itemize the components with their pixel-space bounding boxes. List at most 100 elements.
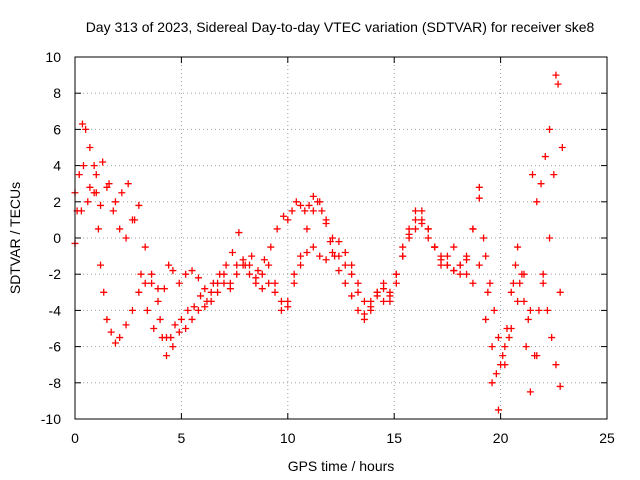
data-point <box>280 212 288 220</box>
data-point <box>552 361 560 369</box>
data-point <box>490 306 498 314</box>
data-point <box>326 238 334 246</box>
data-point <box>160 285 168 293</box>
data-point <box>373 288 381 296</box>
data-point <box>507 325 515 332</box>
data-point <box>122 234 130 242</box>
data-point <box>131 216 139 224</box>
data-point <box>86 183 94 191</box>
data-point <box>488 343 496 351</box>
data-point <box>154 297 162 305</box>
data-point <box>537 180 545 188</box>
y-tick-label: 4 <box>53 158 61 174</box>
data-point <box>90 162 98 170</box>
data-point <box>341 279 349 287</box>
data-point <box>431 243 439 251</box>
data-point <box>92 171 100 179</box>
data-point <box>111 198 119 206</box>
data-point <box>494 334 502 342</box>
data-point <box>245 270 253 278</box>
data-point <box>535 306 543 314</box>
data-point <box>546 234 554 242</box>
data-point <box>277 306 285 314</box>
data-point <box>220 270 228 278</box>
data-point <box>233 261 241 269</box>
data-point <box>475 261 483 269</box>
data-point <box>463 270 471 278</box>
data-point <box>103 183 111 191</box>
data-point <box>303 248 311 256</box>
data-point <box>107 328 115 336</box>
data-point <box>184 306 192 314</box>
x-axis-label: GPS time / hours <box>288 458 395 474</box>
data-point <box>348 292 356 300</box>
data-point <box>554 80 562 88</box>
data-point <box>541 153 549 161</box>
data-point <box>148 270 156 278</box>
data-point <box>505 334 513 342</box>
data-point <box>228 248 236 256</box>
grid <box>75 57 607 419</box>
data-point <box>411 216 419 224</box>
data-point <box>80 162 88 170</box>
data-point <box>556 382 564 390</box>
data-point <box>322 216 330 224</box>
data-point <box>482 315 490 323</box>
data-point <box>507 288 515 296</box>
y-axis-label: SDTVAR / TECUs <box>7 182 23 294</box>
data-point <box>492 370 500 378</box>
data-point <box>105 180 113 188</box>
data-point <box>207 297 215 305</box>
data-point <box>405 234 413 242</box>
data-point <box>169 343 177 351</box>
data-point <box>533 352 541 360</box>
data-point <box>526 306 534 314</box>
y-tick-label: -2 <box>49 266 62 282</box>
data-point <box>309 192 317 200</box>
plot-frame <box>74 56 608 420</box>
data-point <box>522 343 530 351</box>
data-point <box>305 201 313 209</box>
data-point <box>163 352 171 360</box>
data-point <box>469 279 477 287</box>
data-point <box>222 261 230 269</box>
data-point <box>488 379 496 387</box>
data-point <box>258 285 266 293</box>
data-point <box>335 267 343 275</box>
data-point <box>303 225 311 233</box>
data-point <box>341 248 349 256</box>
y-tick-label: -8 <box>49 375 62 391</box>
data-point <box>520 270 528 278</box>
data-point <box>443 261 451 269</box>
data-point <box>360 297 368 305</box>
data-point <box>154 285 162 293</box>
data-point <box>248 252 256 260</box>
y-tick-label: -4 <box>49 302 62 318</box>
data-point <box>86 144 94 151</box>
data-point <box>207 288 215 296</box>
data-point <box>245 261 253 269</box>
data-point <box>235 229 243 237</box>
data-point <box>284 216 292 224</box>
data-point <box>201 303 209 311</box>
data-point <box>484 288 492 296</box>
data-point <box>177 315 185 323</box>
data-point <box>354 288 362 296</box>
data-point <box>316 252 324 260</box>
data-point <box>99 158 107 166</box>
data-points <box>71 71 566 414</box>
data-point <box>309 207 317 215</box>
data-point <box>516 279 524 287</box>
data-point <box>141 279 149 287</box>
data-point <box>480 234 488 242</box>
data-point <box>97 261 105 269</box>
y-tick-label: 6 <box>53 121 61 137</box>
data-point <box>97 201 105 209</box>
data-point <box>328 234 336 242</box>
data-point <box>524 315 532 323</box>
data-point <box>450 243 458 251</box>
data-point <box>475 194 483 202</box>
data-point <box>411 225 419 233</box>
y-tick-label: -10 <box>41 411 61 427</box>
